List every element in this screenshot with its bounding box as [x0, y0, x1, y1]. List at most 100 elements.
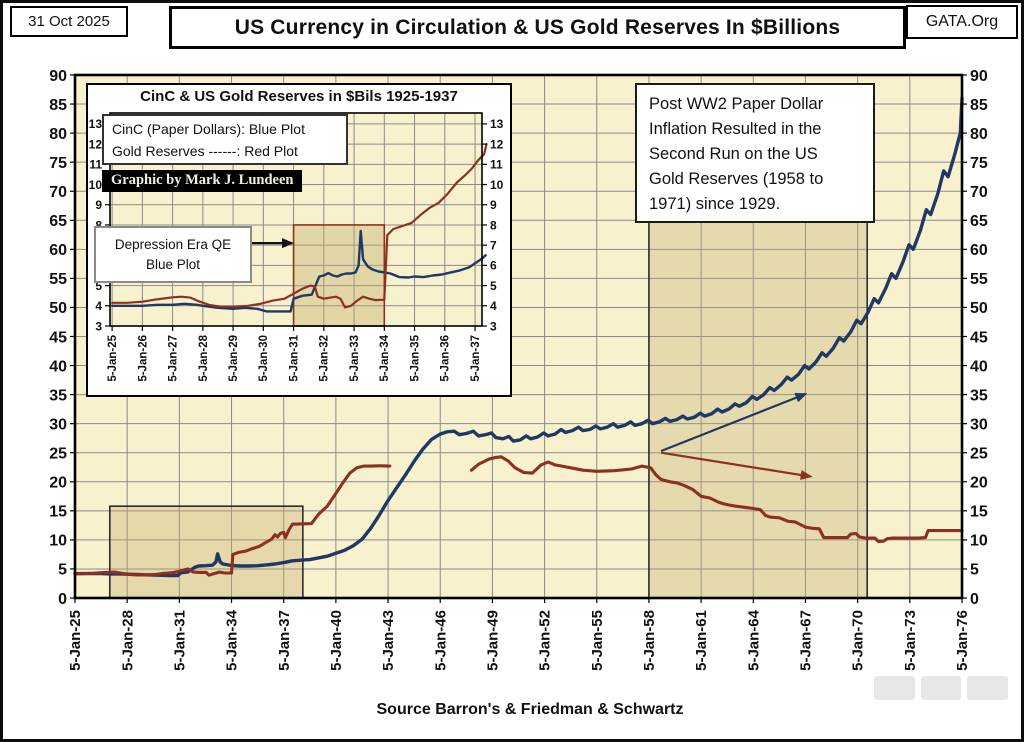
y-tick-label: 12: [490, 137, 504, 151]
series-line-cinc: [110, 229, 487, 313]
y-tick-label: 10: [970, 533, 988, 550]
y-tick-label: 25: [970, 445, 988, 462]
y-tick-label: 75: [49, 155, 67, 172]
y-tick-label: 3: [490, 319, 497, 333]
x-tick-label: 5-Jan-26: [137, 335, 149, 382]
y-tick-label: 20: [970, 475, 988, 492]
series-line-gold: [469, 455, 964, 544]
y-tick-label: 35: [49, 387, 67, 404]
y-tick-label: 12: [89, 137, 103, 151]
y-tick-label: 60: [970, 242, 988, 259]
y-tick-label: 6: [490, 259, 497, 273]
y-tick-label: 5: [58, 562, 67, 579]
x-tick-label: 5-Jan-25: [107, 334, 119, 381]
y-tick-label: 10: [490, 178, 504, 192]
y-tick-label: 65: [970, 213, 988, 230]
x-tick-label: 5-Jan-34: [224, 609, 241, 671]
y-tick-label: 4: [490, 299, 497, 313]
y-tick-label: 4: [95, 299, 102, 313]
series-line-gold: [111, 143, 488, 309]
y-tick-label: 30: [970, 416, 988, 433]
y-tick-label: 70: [49, 184, 67, 201]
y-tick-label: 9: [490, 198, 497, 212]
y-tick-label: 55: [970, 271, 988, 288]
y-tick-label: 35: [970, 387, 988, 404]
annotation-line: 1971) since 1929.: [649, 195, 781, 214]
y-tick-label: 30: [49, 416, 67, 433]
inset-chart: 3344556677889910101111121213135-Jan-255-…: [86, 83, 512, 397]
y-tick-label: 8: [95, 218, 102, 232]
y-tick-label: 75: [970, 155, 988, 172]
x-tick-label: 5-Jan-49: [485, 610, 502, 671]
x-tick-label: 5-Jan-37: [276, 610, 293, 671]
annotation-line: Second Run on the US: [649, 145, 818, 164]
y-tick-label: 15: [49, 504, 67, 521]
y-tick-label: 90: [970, 68, 988, 85]
x-tick-label: 5-Jan-31: [288, 334, 300, 381]
y-tick-label: 60: [49, 242, 67, 259]
y-tick-label: 10: [49, 533, 67, 550]
credit-label: Graphic by Mark J. Lundeen: [102, 170, 303, 192]
y-tick-label: 65: [49, 213, 67, 230]
x-tick-label: 5-Jan-55: [589, 610, 606, 671]
y-tick-label: 0: [58, 591, 67, 608]
y-tick-label: 80: [970, 126, 988, 143]
trend-arrow: [660, 451, 813, 480]
x-tick-label: 5-Jan-36: [440, 335, 452, 382]
x-tick-label: 5-Jan-34: [379, 334, 391, 381]
x-tick-label: 5-Jan-30: [258, 335, 270, 382]
x-tick-label: 5-Jan-46: [432, 610, 449, 671]
y-tick-label: 7: [490, 238, 497, 252]
plot-border: [109, 112, 483, 327]
x-tick-label: 5-Jan-67: [798, 610, 815, 671]
x-tick-label: 5-Jan-40: [328, 610, 345, 671]
x-tick-label: 5-Jan-70: [850, 610, 867, 671]
site-label: GATA.Org: [906, 5, 1018, 39]
x-tick-label: 5-Jan-27: [168, 335, 180, 382]
x-tick-label: 5-Jan-32: [319, 335, 331, 382]
inset-title: CinC & US Gold Reserves in $Bils 1925-19…: [140, 88, 458, 105]
depression-callout: Depression Era QE Blue Plot: [94, 226, 252, 283]
watermark-mark: [920, 676, 962, 700]
y-tick-label: 80: [49, 126, 67, 143]
x-tick-label: 5-Jan-25: [67, 610, 84, 671]
legend-entry-cinc: CinC (Paper Dollars): Blue Plot: [112, 121, 305, 137]
source-note: Source Barron's & Friedman & Schwartz: [376, 701, 684, 718]
y-tick-label: 0: [970, 591, 979, 608]
y-tick-label: 70: [970, 184, 988, 201]
annotation-box: Post WW2 Paper Dollar Inflation Resulted…: [635, 83, 875, 223]
legend-box: CinC (Paper Dollars): Blue Plot Gold Res…: [102, 114, 348, 165]
y-tick-label: 13: [490, 117, 504, 131]
callout-line: Depression Era QE: [114, 236, 232, 252]
x-tick-label: 5-Jan-76: [954, 610, 971, 671]
x-tick-label: 5-Jan-28: [119, 610, 136, 671]
series-line-gold: [73, 464, 392, 577]
callout-line: Blue Plot: [145, 256, 201, 272]
x-tick-label: 5-Jan-73: [902, 610, 919, 671]
y-tick-label: 85: [970, 97, 988, 114]
series-line-cinc: [73, 96, 964, 578]
y-tick-label: 25: [49, 445, 67, 462]
y-tick-label: 11: [89, 158, 102, 172]
trend-arrow: [660, 393, 808, 453]
x-tick-label: 5-Jan-43: [380, 610, 397, 671]
legend-entry-gold: Gold Reserves ------: Red Plot: [112, 142, 298, 159]
y-tick-label: 11: [490, 158, 503, 172]
y-tick-label: 15: [970, 504, 988, 521]
watermark: [874, 676, 1009, 700]
x-tick-label: 5-Jan-61: [693, 610, 710, 671]
y-tick-label: 5: [95, 279, 102, 293]
y-tick-label: 8: [490, 218, 497, 232]
x-tick-label: 5-Jan-35: [409, 334, 421, 381]
y-tick-label: 45: [49, 329, 67, 346]
highlight-region: [108, 505, 304, 599]
y-tick-label: 3: [95, 319, 102, 333]
x-tick-label: 5-Jan-37: [470, 335, 482, 382]
x-tick-label: 5-Jan-52: [537, 610, 554, 671]
y-tick-label: 5: [970, 562, 979, 579]
y-tick-label: 50: [970, 300, 988, 317]
x-tick-label: 5-Jan-33: [349, 335, 361, 382]
annotation-line: Post WW2 Paper Dollar: [649, 95, 824, 113]
y-tick-label: 5: [490, 279, 497, 293]
